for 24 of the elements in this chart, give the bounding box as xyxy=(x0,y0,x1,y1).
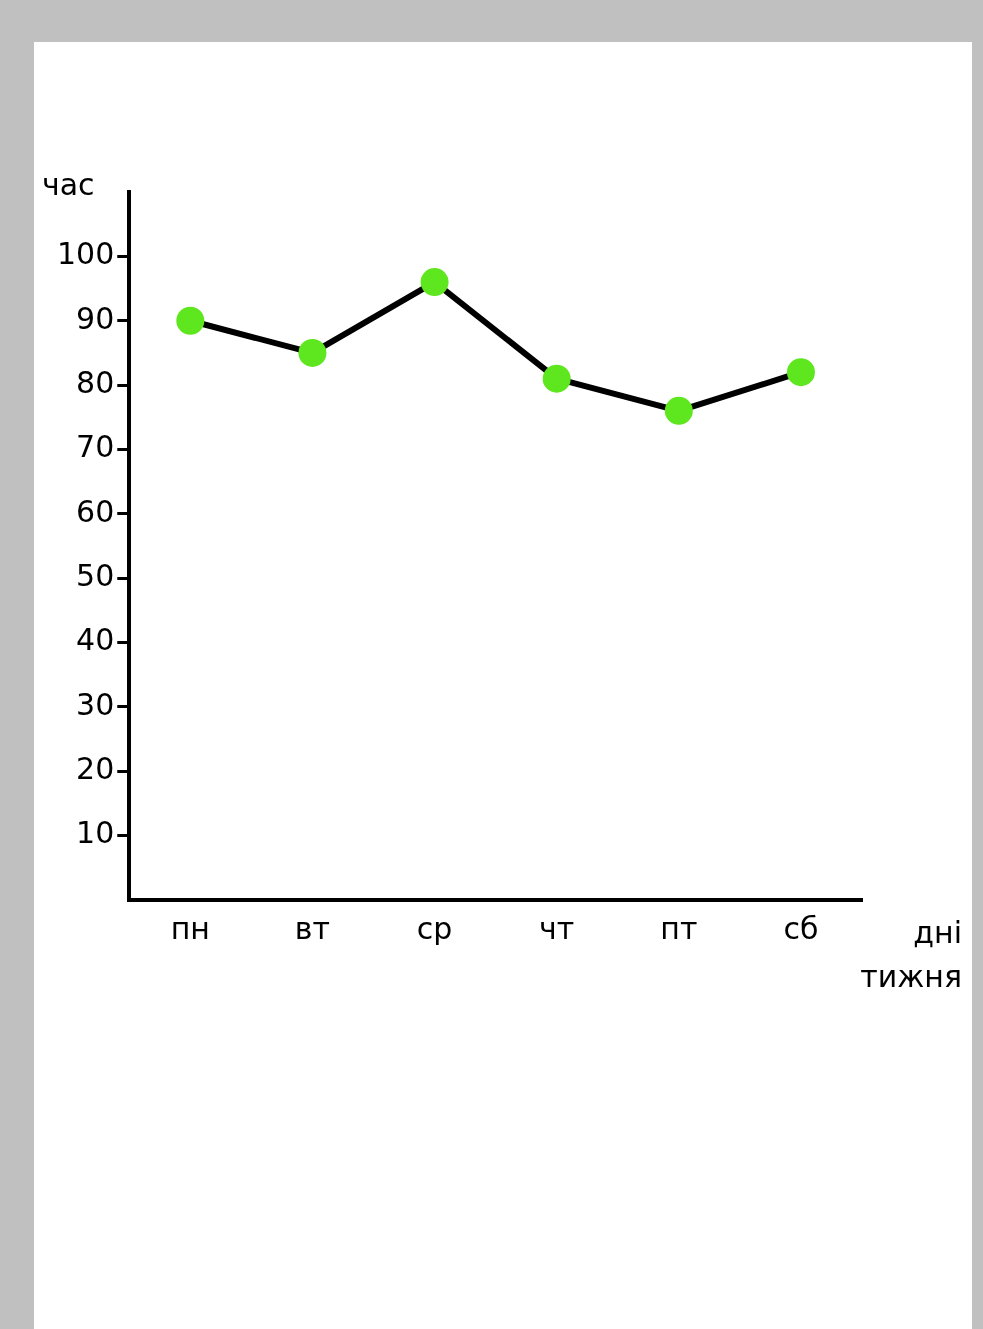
x-tick-label: сб xyxy=(783,910,819,946)
y-tick-label: 40 xyxy=(76,622,115,658)
y-tick-label: 100 xyxy=(57,236,115,272)
y-tick-label: 90 xyxy=(76,300,115,336)
point xyxy=(420,268,449,297)
x-tick-label: ср xyxy=(416,910,453,946)
y-tick-label: 70 xyxy=(76,429,115,465)
point xyxy=(542,364,571,393)
y-tick-label: 80 xyxy=(76,364,115,400)
point xyxy=(786,358,815,387)
y-tick-label: 30 xyxy=(76,686,115,722)
y-tick-label: 20 xyxy=(76,751,115,787)
x-axis-title: дні тижня xyxy=(860,914,962,994)
y-tick-label: 60 xyxy=(76,493,115,529)
x-tick-label: вт xyxy=(294,910,331,946)
y-tick-label: 10 xyxy=(76,815,115,851)
y-axis-title: час xyxy=(42,166,95,202)
point xyxy=(664,396,693,425)
x-tick-label: пн xyxy=(170,910,210,946)
point xyxy=(176,306,205,335)
y-tick-label: 50 xyxy=(76,557,115,593)
point xyxy=(298,338,327,367)
x-tick-label: пт xyxy=(660,910,698,946)
x-tick-label: чт xyxy=(539,910,575,946)
